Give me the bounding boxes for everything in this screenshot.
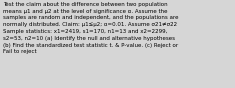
Text: Test the claim about the difference between two population
means μ1 and μ2 at th: Test the claim about the difference betw… — [3, 2, 178, 54]
